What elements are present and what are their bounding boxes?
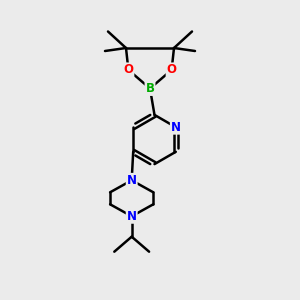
Text: B: B xyxy=(146,82,154,95)
Text: N: N xyxy=(171,121,181,134)
Text: N: N xyxy=(127,210,137,223)
Text: O: O xyxy=(167,63,177,76)
Text: N: N xyxy=(127,174,137,187)
Text: O: O xyxy=(123,63,134,76)
